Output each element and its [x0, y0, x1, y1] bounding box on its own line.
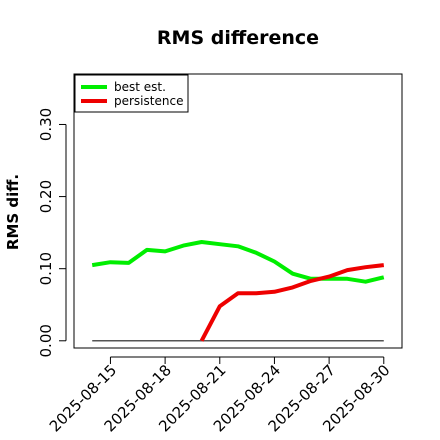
- series-layer: [91, 240, 385, 342]
- y-tick-label: 0.30: [37, 108, 55, 141]
- plot-frame: [73, 73, 403, 349]
- series-line-best-est: [91, 240, 385, 284]
- y-axis-label: RMS diff.: [4, 174, 22, 250]
- legend-box: [74, 74, 189, 113]
- legend-label-persistence: persistence: [114, 94, 183, 108]
- y-axis: 0.00 0.10 0.20 0.30: [37, 108, 67, 357]
- y-tick-label: 0.10: [37, 252, 55, 285]
- y-tick-label: 0.00: [37, 324, 55, 357]
- x-axis: 2025-08-152025-08-182025-08-212025-08-24…: [46, 356, 394, 435]
- legend: best est. persistence: [74, 74, 189, 113]
- series-line-persistence: [199, 263, 385, 342]
- y-tick-label: 0.20: [37, 180, 55, 213]
- chart-title: RMS difference: [157, 27, 319, 49]
- legend-label-best-est: best est.: [114, 80, 166, 94]
